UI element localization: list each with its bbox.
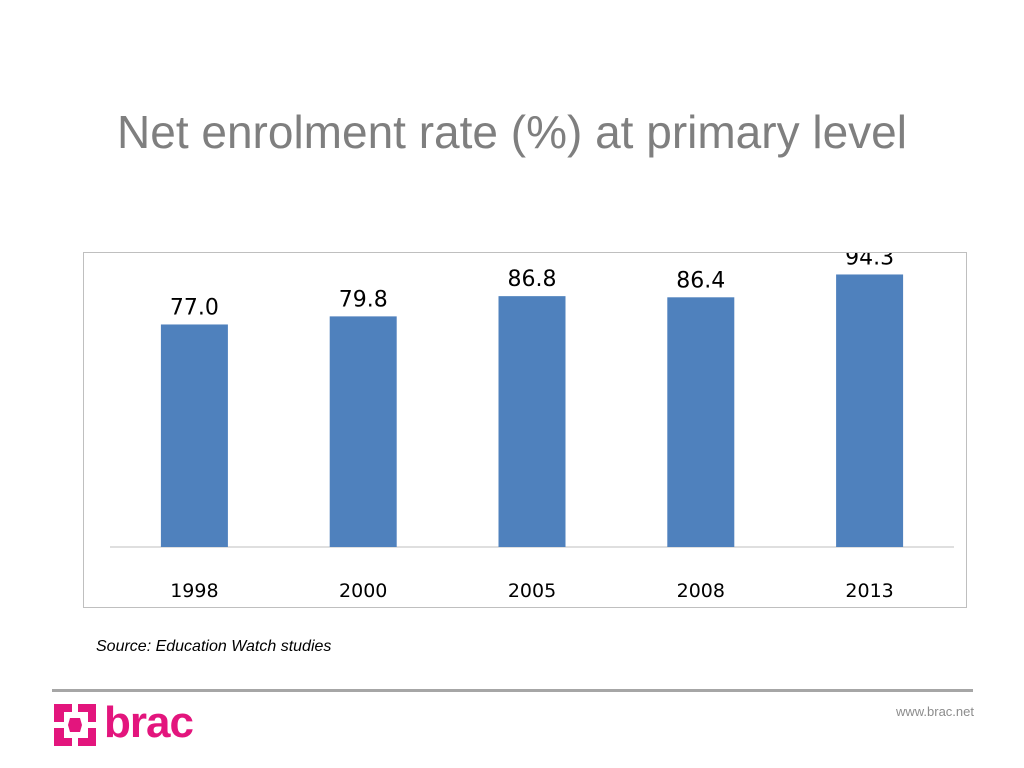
chart-canvas: 77.0 1998 79.8 2000 86.8 2005 86.4 2008 94.3 2013 — [110, 253, 954, 602]
x-tick-label-2008: 2008 — [677, 580, 725, 602]
brac-logo-text: brac — [104, 698, 194, 747]
source-note: Source: Education Watch studies — [96, 638, 332, 655]
data-label-2013: 94.3 — [845, 253, 894, 270]
bar-2008 — [667, 297, 735, 547]
data-label-1998: 77.0 — [170, 295, 219, 320]
x-tick-label-1998: 1998 — [170, 580, 218, 602]
footer-divider — [52, 689, 973, 692]
footer-url: www.brac.net — [895, 704, 974, 719]
brac-logo: brac — [50, 698, 220, 752]
data-label-2005: 86.8 — [508, 267, 557, 292]
bar-1998 — [160, 324, 228, 547]
bar-2005 — [498, 296, 566, 547]
brac-logo-icon — [54, 704, 96, 746]
data-label-2008: 86.4 — [676, 268, 725, 293]
bar-2000 — [329, 316, 397, 547]
bar-2013 — [836, 274, 904, 547]
data-label-2000: 79.8 — [339, 287, 388, 312]
bar-chart: 77.0 1998 79.8 2000 86.8 2005 86.4 2008 94.3 2013 — [83, 252, 967, 608]
x-tick-label-2000: 2000 — [339, 580, 387, 602]
slide-title: Net enrolment rate (%) at primary level — [117, 106, 907, 158]
x-tick-label-2005: 2005 — [508, 580, 556, 602]
x-tick-label-2013: 2013 — [845, 580, 893, 602]
